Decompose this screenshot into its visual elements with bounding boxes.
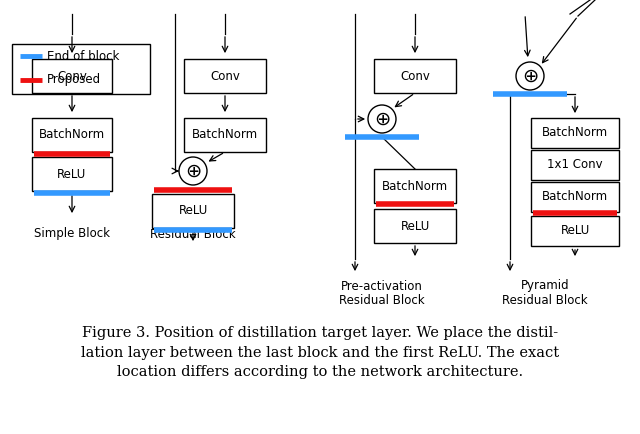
Text: ReLU: ReLU <box>179 204 207 217</box>
Text: ReLU: ReLU <box>58 168 86 181</box>
Bar <box>531 150 619 180</box>
Text: ⊕: ⊕ <box>522 66 538 85</box>
Text: BatchNorm: BatchNorm <box>542 191 608 204</box>
Text: Figure 3. Position of distillation target layer. We place the distil-
lation lay: Figure 3. Position of distillation targe… <box>81 326 559 379</box>
Bar <box>12 44 150 94</box>
Text: Pyramid: Pyramid <box>521 279 570 293</box>
Bar <box>531 182 619 212</box>
Text: Residual Block: Residual Block <box>150 227 236 240</box>
Text: ⊕: ⊕ <box>374 109 390 128</box>
Bar <box>32 157 112 191</box>
Text: BatchNorm: BatchNorm <box>192 128 258 141</box>
Text: End of block: End of block <box>47 49 120 62</box>
Bar <box>374 209 456 243</box>
Text: ReLU: ReLU <box>401 220 429 233</box>
Text: Simple Block: Simple Block <box>34 227 110 240</box>
Text: BatchNorm: BatchNorm <box>382 180 448 193</box>
Text: ⊕: ⊕ <box>185 161 201 181</box>
Bar <box>32 59 112 93</box>
Bar <box>152 194 234 228</box>
Text: 1x1 Conv: 1x1 Conv <box>547 158 603 171</box>
Text: Pre-activation: Pre-activation <box>341 279 423 293</box>
Text: BatchNorm: BatchNorm <box>39 128 105 141</box>
Text: Residual Block: Residual Block <box>502 293 588 306</box>
Circle shape <box>368 105 396 133</box>
Text: Conv: Conv <box>400 69 430 82</box>
Text: Proposed: Proposed <box>47 73 101 86</box>
Bar <box>374 59 456 93</box>
Text: Conv: Conv <box>210 69 240 82</box>
Bar <box>32 118 112 152</box>
Text: BatchNorm: BatchNorm <box>542 126 608 139</box>
Bar <box>531 118 619 148</box>
Text: ReLU: ReLU <box>561 224 589 237</box>
Text: Residual Block: Residual Block <box>339 293 425 306</box>
Bar <box>374 169 456 203</box>
Bar <box>184 118 266 152</box>
Text: Conv: Conv <box>57 69 87 82</box>
Circle shape <box>179 157 207 185</box>
Circle shape <box>516 62 544 90</box>
Bar <box>184 59 266 93</box>
Bar <box>531 216 619 246</box>
